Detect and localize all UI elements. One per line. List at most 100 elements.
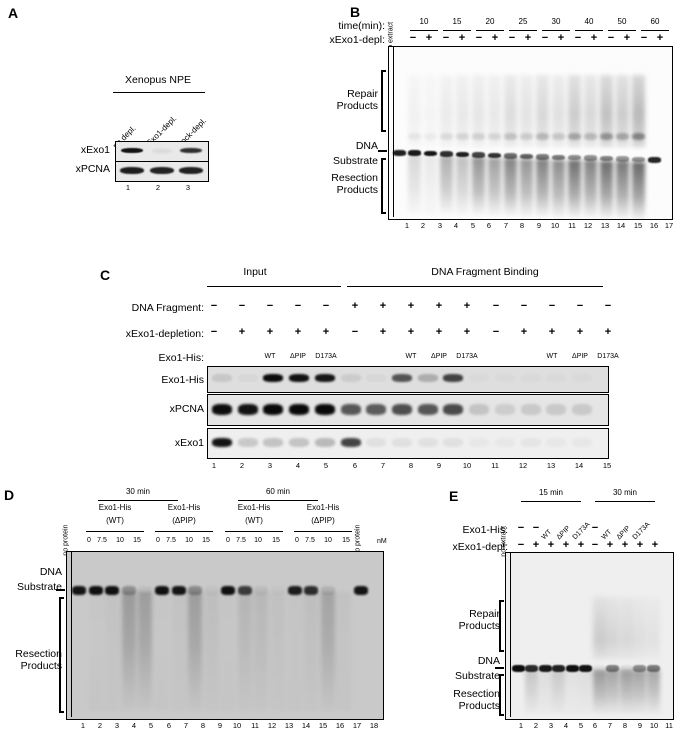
substrate-band [552, 665, 565, 672]
repair-band [472, 133, 486, 140]
panel-c-depletion-sign: + [407, 326, 415, 338]
panel-d-label-dna: DNA [39, 566, 62, 578]
panel-c-depletion-sign: − [351, 326, 359, 338]
panel-e-label-resection: Resection Products [453, 688, 500, 713]
panel-d-gel [66, 551, 384, 720]
panel-b-time-rule [410, 30, 438, 32]
panel-d-protein-name: Exo1-His [306, 503, 340, 512]
panel-c-lane-number: 9 [436, 461, 442, 470]
repair-band [615, 133, 629, 140]
panel-a-row-label-xexo1: xExo1 [80, 144, 110, 156]
panel-e-lane-number: 7 [607, 721, 613, 730]
substrate-band [615, 156, 629, 162]
panel-a-lane-number: 2 [155, 183, 161, 192]
band [443, 438, 464, 447]
substrate-band [456, 151, 470, 158]
panel-c-blot-label-xexo1: xExo1 [174, 437, 204, 449]
panel-b-timepoint: 50 [617, 17, 627, 26]
panel-d-lane-number: 4 [131, 721, 137, 730]
repair-smear [535, 75, 549, 147]
repair-band [567, 133, 581, 140]
panel-e-letter: E [449, 488, 459, 504]
resection-smear [105, 592, 120, 710]
panel-c-variant: WT [546, 353, 558, 360]
panel-b-depl-sign: + [524, 32, 532, 44]
panel-b-depl-sign: + [623, 32, 631, 44]
panel-d-unit-label: nM [377, 538, 387, 545]
panel-c-lane-number: 10 [462, 461, 472, 470]
panel-c-depletion-sign: + [294, 326, 302, 338]
panel-e-lane-number: 10 [649, 721, 659, 730]
resection-smear [583, 160, 597, 219]
substrate-band [237, 586, 252, 595]
resection-smear [221, 592, 236, 710]
panel-d-lane-number: 15 [318, 721, 328, 730]
panel-d-conc: 7.5 [166, 537, 176, 544]
repair-band [599, 133, 613, 140]
resection-smear [121, 592, 136, 710]
repair-smear [583, 75, 597, 147]
panel-d-lane-number: 10 [232, 721, 242, 730]
panel-c-fragment-sign: − [266, 300, 274, 312]
panel-c-variant: D173A [456, 353, 478, 360]
band [443, 404, 464, 415]
band [494, 404, 515, 415]
panel-b-letter: B [350, 4, 361, 20]
substrate-band [138, 586, 153, 595]
panel-b-depl-sign: − [541, 32, 549, 44]
panel-d-conc: 10 [185, 537, 193, 544]
band [546, 404, 567, 415]
panel-b-lane-number: 4 [453, 221, 459, 230]
band [546, 374, 566, 382]
resection-smear [88, 592, 103, 710]
substrate-band [579, 665, 592, 672]
panel-c-lane-number: 4 [295, 461, 301, 470]
resection-smear [633, 670, 646, 714]
panel-b-time-rule [641, 30, 669, 32]
band [289, 404, 310, 415]
panel-e-label-substrate: Substrate [455, 670, 500, 682]
band [572, 404, 592, 415]
resection-smear [304, 592, 319, 710]
resection-smear [535, 159, 549, 218]
repair-band [424, 133, 438, 140]
panel-c-letter: C [100, 267, 111, 283]
panel-c-depletion-sign: − [492, 326, 500, 338]
panel-c-depletion-sign: + [379, 326, 387, 338]
panel-c-fragment-sign: + [379, 300, 387, 312]
band [150, 167, 174, 174]
band [289, 438, 310, 447]
resection-smear [472, 157, 486, 216]
panel-b-lane-number: 13 [600, 221, 610, 230]
repair-smear [633, 597, 646, 659]
substrate-band [504, 153, 518, 159]
panel-d-time-rule [98, 500, 178, 502]
panel-d-group-rule [294, 531, 352, 533]
substrate-band [121, 586, 136, 595]
panel-c-lane-number: 5 [323, 461, 329, 470]
panel-a-blot-xpcna [115, 161, 209, 182]
substrate-band [105, 586, 120, 595]
repair-smear [592, 597, 606, 659]
panel-c-depletion-sign: + [463, 326, 471, 338]
panel-b-time-rule [509, 30, 537, 32]
panel-c-depletion-sign: + [576, 326, 584, 338]
panel-e-depl-sign: + [636, 539, 644, 551]
panel-d-conc: 0 [87, 537, 91, 544]
panel-b-timepoint: 25 [518, 17, 528, 26]
substrate-band [583, 155, 597, 161]
panel-b-timepoint: 20 [485, 17, 495, 26]
substrate-band [320, 586, 335, 595]
band [469, 438, 489, 447]
panel-d-protein-name: Exo1-His [167, 503, 201, 512]
panel-c-blot-exo1his [207, 366, 609, 393]
band [314, 438, 335, 447]
panel-d-protein-variant: (WT) [106, 516, 124, 525]
panel-b-depl-sign: + [656, 32, 664, 44]
repair-band [535, 133, 549, 140]
substrate-band [472, 152, 486, 158]
band [314, 374, 335, 382]
repair-smear [631, 75, 645, 147]
panel-b-depl-sign: − [508, 32, 516, 44]
panel-e-depl-sign: + [562, 539, 570, 551]
